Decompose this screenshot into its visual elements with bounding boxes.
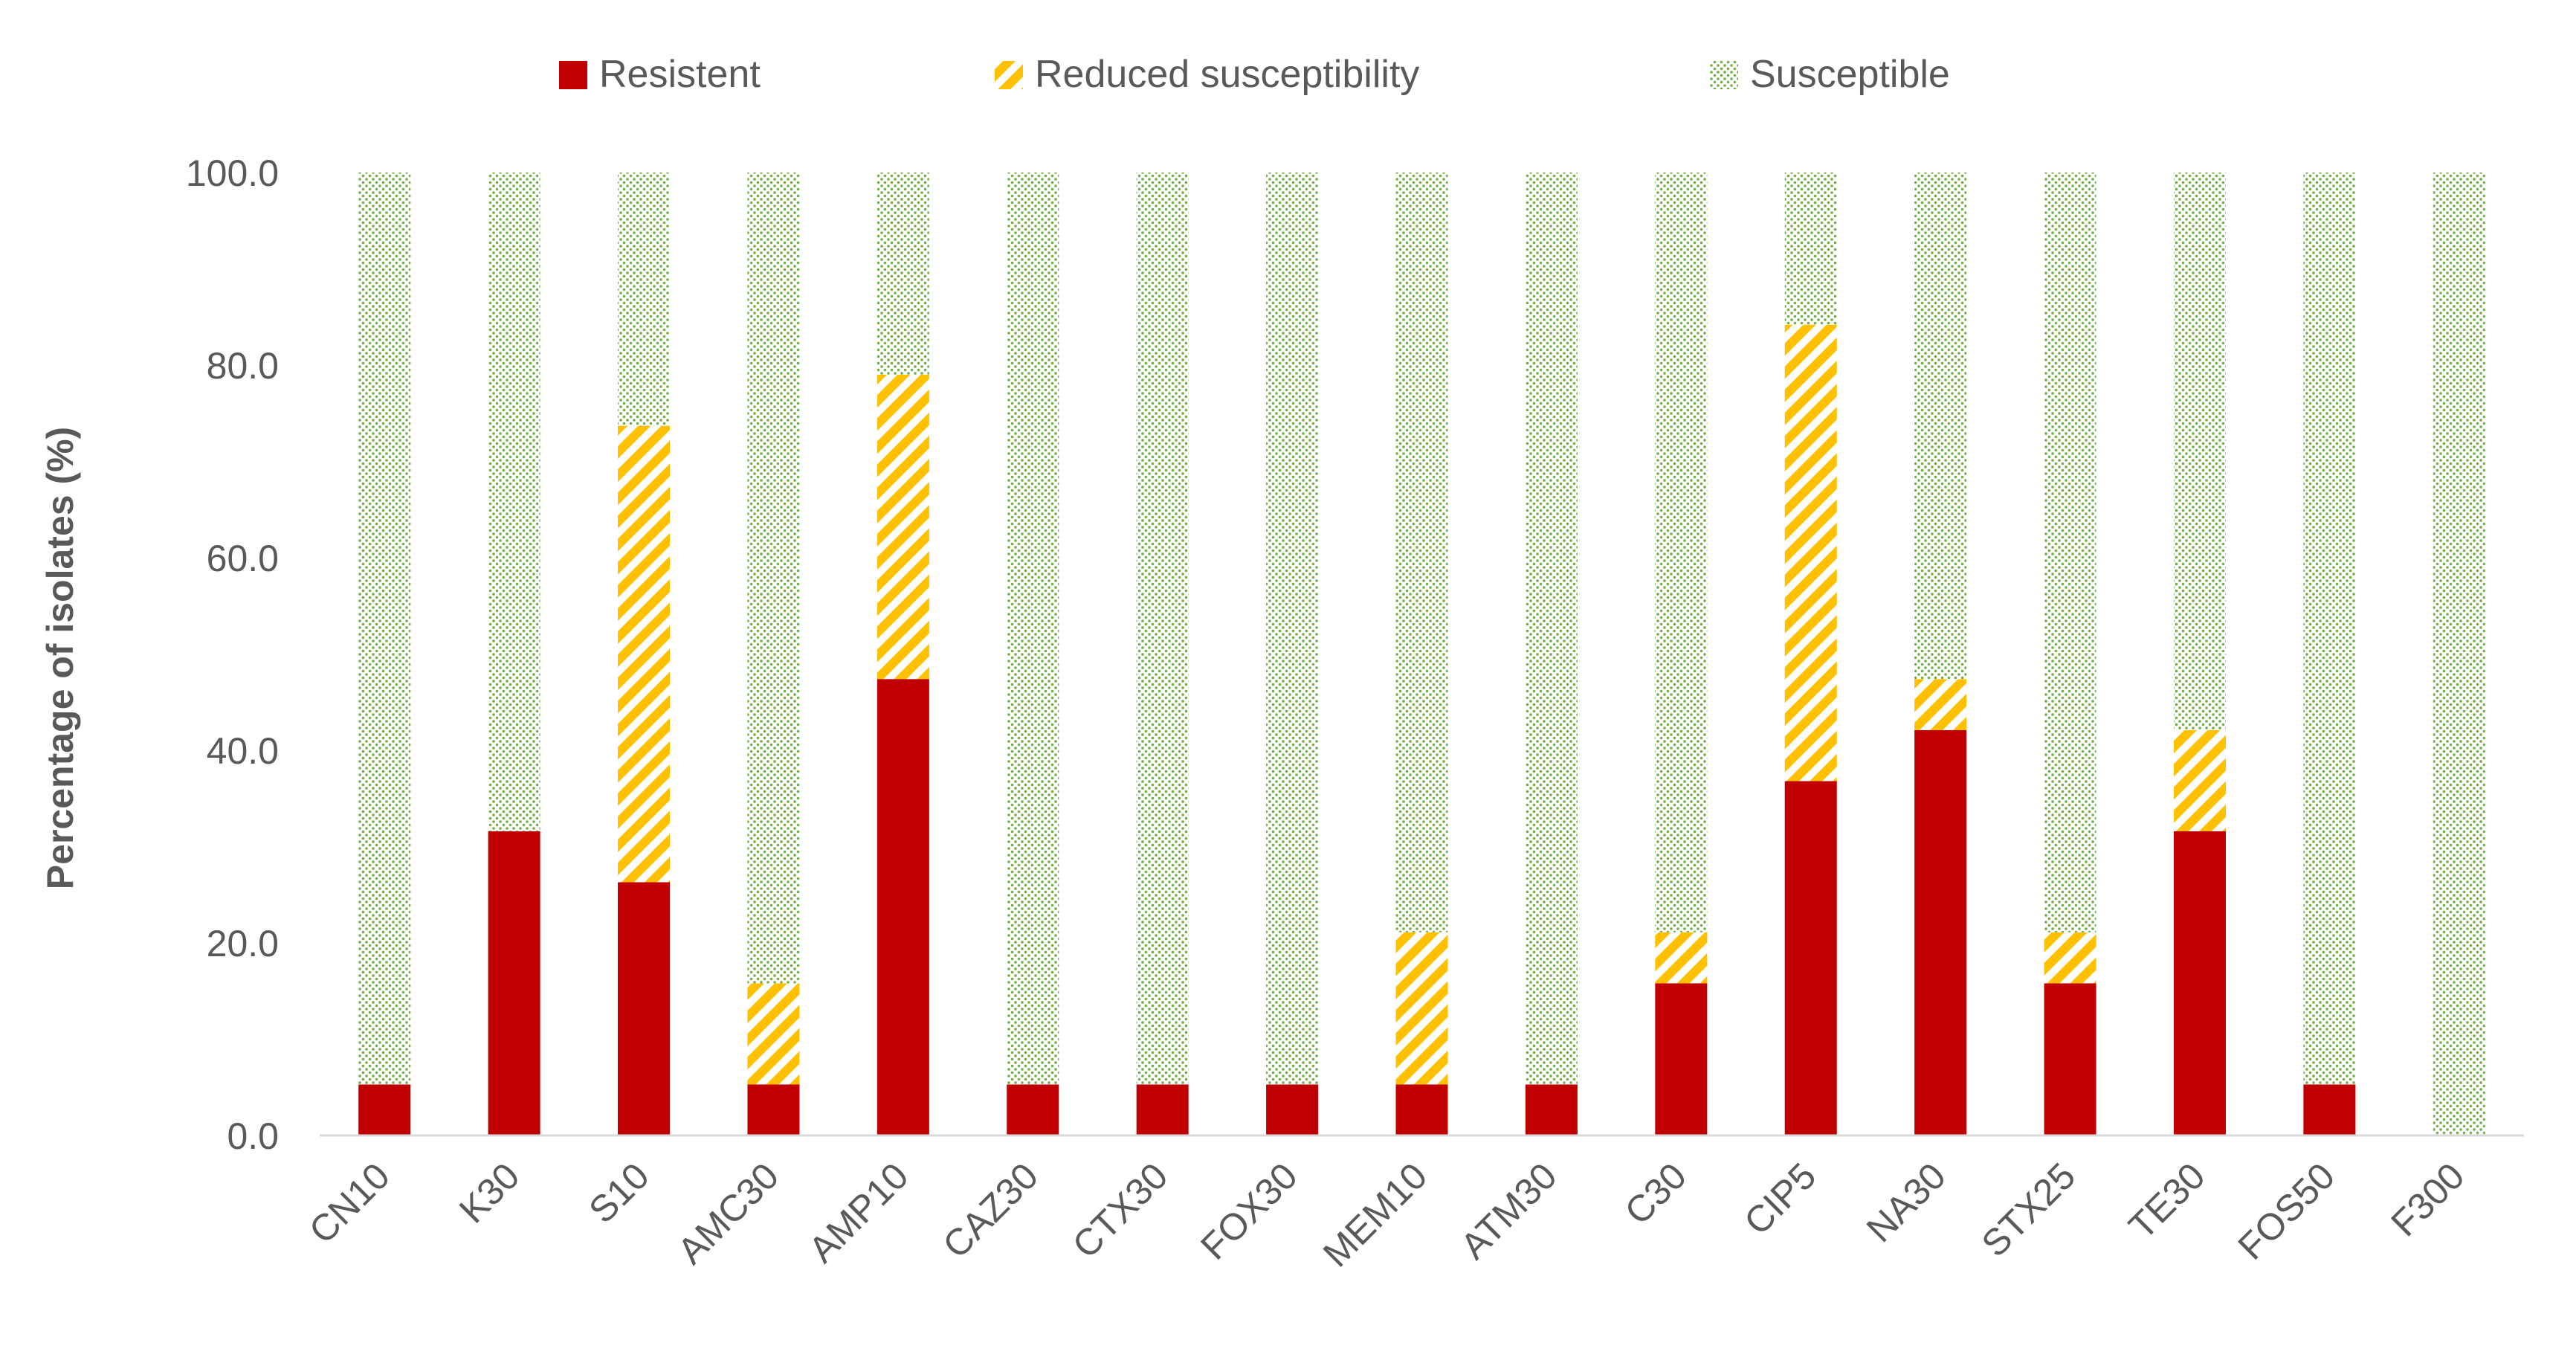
legend-label: Susceptible [1750,53,1950,96]
bar-susceptible-amp10 [877,173,929,375]
x-tick-label: CN10 [301,1155,398,1251]
x-tick-label: NA30 [1859,1155,1954,1250]
x-tick-label: ATM30 [1453,1155,1565,1267]
bar-stack-amp10 [877,173,929,1135]
bar-susceptible-amc30 [747,173,800,984]
bar-susceptible-f300 [2433,173,2485,1135]
x-tick-label: CAZ30 [934,1155,1046,1266]
legend-item-resistent: Resistent [559,53,761,96]
bar-resistent-s10 [618,882,671,1135]
bar-resistent-fos50 [2303,1084,2356,1135]
bar-susceptible-te30 [2173,173,2226,730]
bar-reduced-susceptibility-stx25 [2044,932,2096,984]
bar-susceptible-cn10 [358,173,411,1085]
bar-stack-c30 [1655,173,1708,1135]
bar-susceptible-cip5 [1784,173,1837,325]
x-tick-label: AMP10 [801,1155,917,1271]
bar-reduced-susceptibility-na30 [1914,679,1967,730]
bar-stack-stx25 [2044,173,2096,1135]
y-axis-title: Percentage of isolates (%) [39,427,81,889]
legend-swatch-resistent [559,61,587,89]
y-tick-label: 0.0 [227,1115,279,1157]
bar-resistent-stx25 [2044,983,2096,1135]
bar-stack-te30 [2173,173,2226,1135]
bar-reduced-susceptibility-amp10 [877,374,929,680]
x-tick-label: FOS50 [2230,1155,2343,1268]
bar-resistent-te30 [2173,831,2226,1135]
bar-stack-fox30 [1266,173,1319,1135]
x-tick-label: MEM10 [1315,1155,1435,1275]
legend-swatch-susceptible [1710,61,1738,89]
x-tick-label: FOX30 [1192,1155,1305,1268]
bar-reduced-susceptibility-c30 [1655,932,1708,984]
bar-stack-caz30 [1007,173,1059,1135]
bar-resistent-ctx30 [1136,1084,1189,1135]
bar-stack-fos50 [2303,173,2356,1135]
bar-susceptible-atm30 [1525,173,1578,1085]
bar-resistent-na30 [1914,729,1967,1135]
bar-resistent-fox30 [1266,1084,1319,1135]
legend-label: Resistent [599,53,761,96]
bar-reduced-susceptibility-te30 [2173,729,2226,831]
bar-stack-k30 [488,173,540,1135]
bar-susceptible-k30 [488,173,540,831]
bar-stack-cip5 [1784,173,1837,1135]
y-tick-label: 60.0 [207,538,279,579]
x-axis-ticks: CN10 K30 S10 AMC30 AMP10 CAZ30 CTX30 FOX30 MEM10… [301,1155,2473,1275]
bar-stack-cn10 [358,173,411,1135]
x-tick-label: F300 [2383,1155,2472,1244]
bar-susceptible-ctx30 [1136,173,1189,1085]
bars [358,173,2485,1135]
x-tick-label: STX25 [1974,1155,2084,1265]
bar-reduced-susceptibility-amc30 [747,983,800,1085]
bar-resistent-cip5 [1784,781,1837,1135]
bar-stack-na30 [1914,173,1967,1135]
legend-item-reduced-susceptibility: Reduced susceptibility [995,53,1419,96]
legend-swatch-reduced-susceptibility [995,61,1023,89]
x-tick-label: S10 [581,1155,657,1231]
legend-label: Reduced susceptibility [1035,53,1419,96]
y-axis-ticks: 0.0 20.0 40.0 60.0 80.0 100.0 [186,152,279,1157]
bar-resistent-cn10 [358,1084,411,1135]
y-tick-label: 40.0 [207,730,279,772]
legend: Resistent Reduced susceptibility Susceptib… [559,53,1950,96]
legend-item-susceptible: Susceptible [1710,53,1950,96]
y-tick-label: 20.0 [207,923,279,964]
bar-susceptible-c30 [1655,173,1708,932]
x-tick-label: CTX30 [1065,1155,1176,1266]
bar-stack-atm30 [1525,173,1578,1135]
bar-susceptible-caz30 [1007,173,1059,1085]
bar-stack-f300 [2433,173,2485,1135]
bar-reduced-susceptibility-mem10 [1395,932,1448,1085]
bar-reduced-susceptibility-s10 [618,425,671,883]
bar-resistent-amp10 [877,679,929,1135]
bar-stack-amc30 [747,173,800,1135]
bar-resistent-c30 [1655,983,1708,1135]
bar-resistent-caz30 [1007,1084,1059,1135]
x-tick-label: TE30 [2121,1155,2213,1247]
x-tick-label: K30 [451,1155,528,1231]
bar-stack-mem10 [1395,173,1448,1135]
bar-susceptible-fox30 [1266,173,1319,1085]
x-tick-label: AMC30 [670,1155,787,1272]
bar-susceptible-mem10 [1395,173,1448,932]
bar-stack-s10 [618,173,671,1135]
bar-susceptible-fos50 [2303,173,2356,1085]
bar-reduced-susceptibility-cip5 [1784,324,1837,782]
bar-susceptible-stx25 [2044,173,2096,932]
bar-susceptible-na30 [1914,173,1967,680]
bar-resistent-atm30 [1525,1084,1578,1135]
bar-resistent-k30 [488,831,540,1135]
x-tick-label: CIP5 [1736,1155,1824,1243]
bar-resistent-amc30 [747,1084,800,1135]
bar-susceptible-s10 [618,173,671,426]
bar-stack-ctx30 [1136,173,1189,1135]
bar-resistent-mem10 [1395,1084,1448,1135]
y-tick-label: 100.0 [186,152,279,194]
x-tick-label: C30 [1617,1155,1694,1232]
y-tick-label: 80.0 [207,345,279,387]
